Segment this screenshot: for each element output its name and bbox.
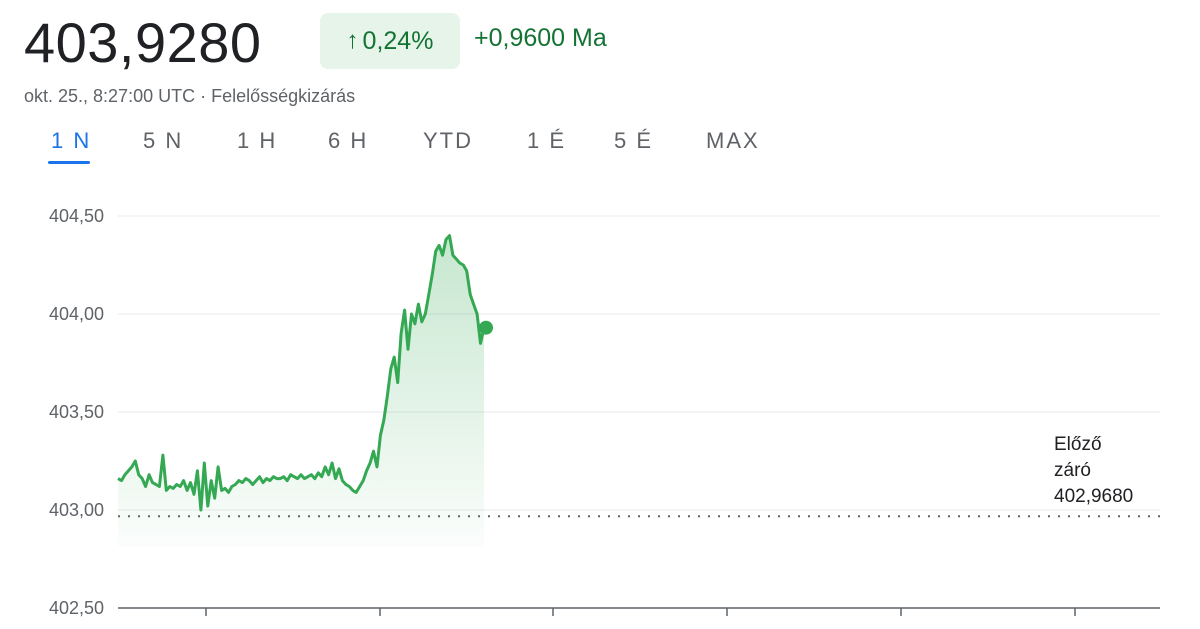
previous-close-title: Előző (1054, 434, 1102, 455)
tab-1-year[interactable]: 1 É (527, 128, 567, 153)
tab-ytd[interactable]: YTD (423, 128, 473, 153)
tab-max[interactable]: MAX (706, 128, 760, 153)
active-tab-indicator (48, 161, 90, 164)
current-price: 403,9280 (24, 11, 262, 74)
price-chart[interactable]: 404,50 404,00 403,50 403,00 402,50 Előző… (0, 180, 1200, 629)
tab-1-month[interactable]: 1 H (237, 128, 278, 153)
tab-5-days[interactable]: 5 N (143, 128, 184, 153)
tab-6-months[interactable]: 6 H (328, 128, 369, 153)
y-tick-label: 404,00 (49, 304, 104, 324)
y-tick-label: 402,50 (49, 598, 104, 618)
tab-5-years[interactable]: 5 É (614, 128, 654, 153)
y-tick-label: 403,50 (49, 402, 104, 422)
arrow-up-icon: ↑ (346, 27, 359, 54)
previous-close-label: Előző záró 402,9680 (1054, 434, 1133, 507)
last-price-marker (479, 320, 493, 335)
previous-close-value: 402,9680 (1054, 486, 1133, 507)
y-axis-labels: 404,50 404,00 403,50 403,00 402,50 (49, 206, 104, 618)
y-tick-label: 404,50 (49, 206, 104, 226)
range-tabs: 1 N 5 N 1 H 6 H YTD 1 É 5 É MAX (0, 128, 800, 168)
change-percent-badge: ↑ 0,24% (320, 13, 460, 69)
price-meta: okt. 25., 8:27:00 UTC · Felelősségkizárá… (24, 86, 355, 107)
timestamp: okt. 25., 8:27:00 UTC (24, 86, 196, 106)
price-line (117, 234, 486, 512)
y-tick-label: 403,00 (49, 500, 104, 520)
tab-1-day[interactable]: 1 N (51, 128, 92, 153)
disclaimer-link[interactable]: Felelősségkizárás (211, 86, 356, 106)
grid-lines (118, 215, 1160, 511)
change-absolute: +0,9600 Ma (474, 24, 607, 52)
separator: · (200, 86, 207, 106)
previous-close-subtitle: záró (1054, 460, 1091, 481)
price-area-fill (118, 235, 484, 547)
change-percent: 0,24% (362, 26, 434, 55)
x-axis (118, 607, 1160, 616)
